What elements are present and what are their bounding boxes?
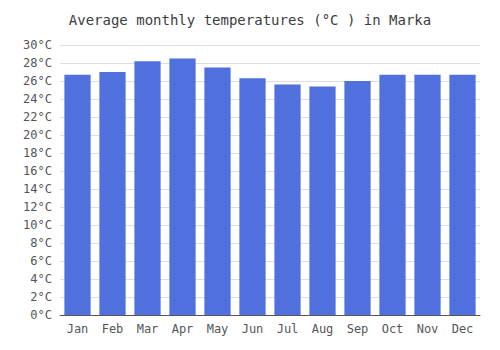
svg-text:0°C: 0°C [30,308,52,322]
svg-text:2°C: 2°C [30,290,52,304]
svg-text:10°C: 10°C [23,218,52,232]
svg-text:28°C: 28°C [23,56,52,70]
svg-text:Jun: Jun [242,322,264,336]
svg-text:May: May [207,322,229,336]
svg-text:Aug: Aug [312,322,334,336]
svg-text:Sep: Sep [347,322,369,336]
svg-text:Nov: Nov [417,322,439,336]
svg-text:26°C: 26°C [23,74,52,88]
svg-text:22°C: 22°C [23,110,52,124]
svg-text:8°C: 8°C [30,236,52,250]
svg-text:20°C: 20°C [23,128,52,142]
svg-text:Jan: Jan [67,322,89,336]
svg-text:Jul: Jul [277,322,299,336]
svg-text:12°C: 12°C [23,200,52,214]
svg-text:16°C: 16°C [23,164,52,178]
svg-text:30°C: 30°C [23,38,52,52]
svg-text:14°C: 14°C [23,182,52,196]
svg-text:24°C: 24°C [23,92,52,106]
svg-text:Dec: Dec [452,322,474,336]
svg-text:Apr: Apr [172,322,194,336]
svg-text:18°C: 18°C [23,146,52,160]
svg-text:Average monthly temperatures (: Average monthly temperatures (°C ) in Ma… [69,12,431,28]
svg-text:Feb: Feb [102,322,124,336]
svg-text:Oct: Oct [382,322,404,336]
svg-text:6°C: 6°C [30,254,52,268]
svg-text:Mar: Mar [137,322,159,336]
svg-text:4°C: 4°C [30,272,52,286]
